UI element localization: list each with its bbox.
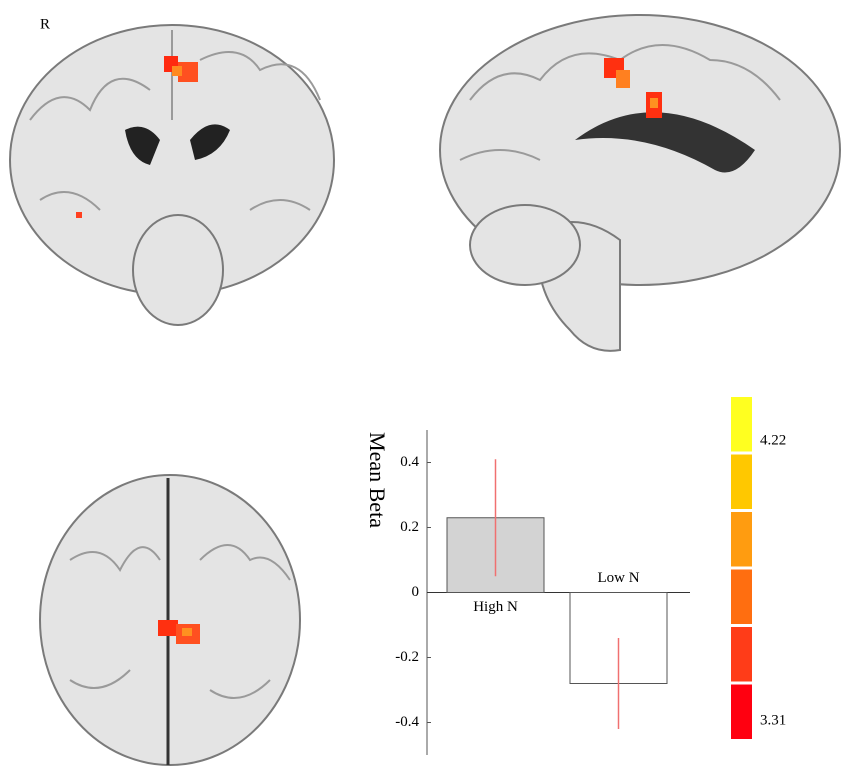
axial-brain-image <box>39 474 301 766</box>
colorbar-segment <box>731 684 752 739</box>
colorbar-label: 3.31 <box>760 712 786 728</box>
orientation-label: R <box>40 16 50 32</box>
y-tick-label: -0.2 <box>395 649 419 665</box>
y-tick-label: 0.4 <box>400 454 419 470</box>
y-tick-label: -0.4 <box>395 714 419 730</box>
category-label: Low N <box>597 570 639 586</box>
y-axis-label: Mean Beta <box>365 432 390 528</box>
colorbar-segment <box>731 397 752 452</box>
colorbar-label: 4.22 <box>760 432 786 448</box>
colorbar-segment <box>731 627 752 682</box>
colorbar-segment <box>731 569 752 624</box>
y-tick-label: 0 <box>412 584 420 600</box>
colorbar-segment <box>731 512 752 567</box>
sagittal-brain-image <box>439 14 841 352</box>
y-tick-label: 0.2 <box>400 519 419 535</box>
colorbar-segment <box>731 454 752 509</box>
coronal-brain-image: R <box>9 16 335 326</box>
category-label: High N <box>473 599 518 615</box>
